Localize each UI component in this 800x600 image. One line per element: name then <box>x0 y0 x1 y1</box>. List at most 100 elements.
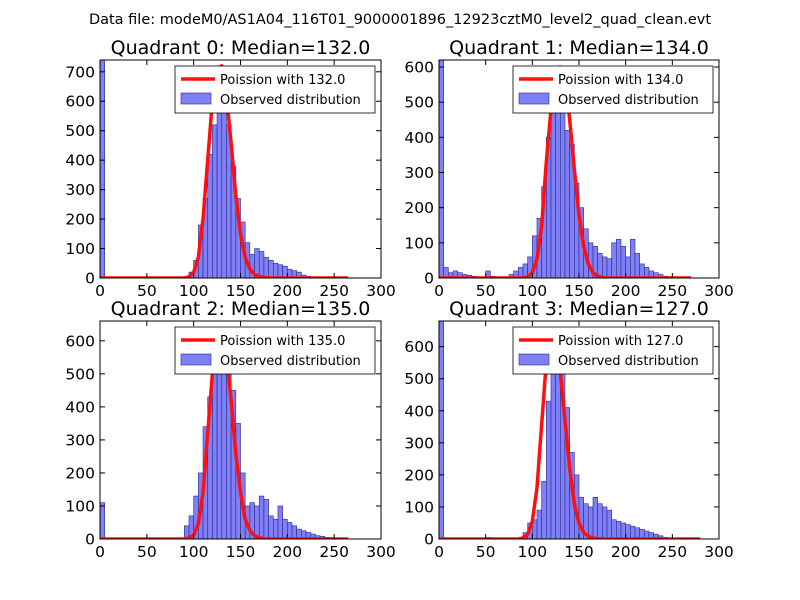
chart-0-xtick-label: 100 <box>179 282 209 300</box>
chart-3-bar <box>546 400 552 539</box>
chart-3-ytick-label: 100 <box>404 498 434 516</box>
chart-1-bar <box>602 256 608 278</box>
chart-3-ytick-label: 500 <box>404 370 434 388</box>
chart-0-legend-bar-swatch <box>180 92 212 105</box>
chart-2-legend-line-label: Poission with 135.0 <box>220 334 345 349</box>
chart-panel-2: Quadrant 2: Median=135.0 0 50 100 150 200 250 3… <box>65 298 395 561</box>
chart-2-ytick-label: 100 <box>65 497 95 515</box>
chart-3-xtick-label: 0 <box>434 543 444 561</box>
chart-2-xtick-label: 100 <box>179 543 209 561</box>
chart-3-xtick-label: 200 <box>611 543 641 561</box>
chart-0-ytick-label: 400 <box>65 152 95 170</box>
chart-3-legend-box <box>512 326 714 375</box>
chart-3-legend-bar-swatch <box>518 353 550 366</box>
chart-3-bar <box>541 480 547 539</box>
chart-3-ytick-label: 200 <box>404 466 434 484</box>
chart-1-title: Quadrant 1: Median=134.0 <box>449 37 709 59</box>
chart-3-xtick-label: 150 <box>564 543 594 561</box>
chart-3-bar <box>588 506 594 539</box>
chart-2-xtick-label: 50 <box>137 543 157 561</box>
chart-2-legend-bar-label: Observed distribution <box>220 354 361 369</box>
chart-1-xtick-label: 0 <box>434 282 444 300</box>
chart-1-bar <box>606 258 612 278</box>
chart-0-bar <box>263 257 269 278</box>
chart-3-ytick-label: 400 <box>404 402 434 420</box>
chart-2-legend-box <box>174 326 376 375</box>
chart-2-xtick-label: 150 <box>226 543 256 561</box>
chart-1-legend: Poission with 134.0 Observed distribution <box>512 65 714 114</box>
chart-0-legend-line-label: Poission with 132.0 <box>220 73 345 88</box>
chart-1-xtick-label: 250 <box>658 282 688 300</box>
chart-1-bar <box>634 253 640 278</box>
chart-1-bar <box>639 263 645 278</box>
chart-0-ytick-label: 700 <box>65 63 95 81</box>
chart-2-ytick-label: 500 <box>65 365 95 383</box>
chart-panel-1: Quadrant 1: Median=134.0 0 50 100 150 200 250 3… <box>404 37 733 300</box>
chart-1-bar <box>616 239 622 278</box>
chart-3-bar <box>606 509 612 539</box>
chart-2-ytick-label: 300 <box>65 431 95 449</box>
chart-1-ytick-label: 400 <box>404 129 434 147</box>
chart-0-ytick-label: 600 <box>65 93 95 111</box>
chart-1-ytick-label: 100 <box>404 234 434 252</box>
chart-1-bar <box>597 253 603 278</box>
chart-0-bar <box>272 262 279 278</box>
chart-2-bar <box>263 499 269 539</box>
chart-2-ytick-label: 400 <box>65 398 95 416</box>
chart-3-ytick-label: 0 <box>424 531 434 549</box>
chart-2-poisson-line <box>100 329 349 539</box>
chart-1-ytick-label: 0 <box>424 270 434 288</box>
chart-3-legend-bar-label: Observed distribution <box>558 354 699 369</box>
chart-0-bar <box>258 251 265 278</box>
chart-0-legend: Poission with 132.0 Observed distribution <box>174 65 376 114</box>
chart-3-bar <box>616 521 622 539</box>
chart-3-bar <box>536 509 542 539</box>
chart-1-bar <box>564 130 570 278</box>
chart-3-xtick-label: 100 <box>518 543 548 561</box>
chart-1-xtick-label: 150 <box>564 282 594 300</box>
chart-1-xtick-label: 100 <box>518 282 548 300</box>
chart-3-poisson-line <box>439 328 701 539</box>
chart-3-bar <box>592 497 598 539</box>
chart-3-ytick-label: 300 <box>404 434 434 452</box>
chart-0-legend-box <box>174 65 376 114</box>
chart-2-title: Quadrant 2: Median=135.0 <box>111 298 371 320</box>
chart-2-bars <box>100 340 349 539</box>
chart-panel-0: Quadrant 0: Median=132.0 0 50 100 150 200 250 3… <box>65 37 395 300</box>
chart-2-ytick-label: 0 <box>85 531 95 549</box>
chart-0-title: Quadrant 0: Median=132.0 <box>111 37 371 59</box>
chart-1-ytick-label: 300 <box>404 164 434 182</box>
chart-1-legend-line-label: Poission with 134.0 <box>558 73 683 88</box>
chart-0-ytick-label: 0 <box>85 270 95 288</box>
chart-0-ytick-label: 300 <box>65 181 95 199</box>
chart-2-bar <box>100 502 105 539</box>
chart-2-bar <box>277 505 283 539</box>
chart-0-bar <box>212 124 218 278</box>
chart-2-bar <box>272 518 279 539</box>
chart-0-bar <box>282 265 288 278</box>
chart-3-ytick-label: 600 <box>404 338 434 356</box>
chart-2-bar <box>216 347 223 539</box>
chart-1-ytick-label: 500 <box>404 94 434 112</box>
chart-0-xtick-label: 50 <box>137 282 157 300</box>
chart-0-xtick-label: 250 <box>319 282 349 300</box>
chart-1-bar <box>620 246 626 278</box>
chart-2-xtick-label: 300 <box>366 543 396 561</box>
chart-0-bar <box>100 60 105 278</box>
chart-3-bar <box>597 503 603 539</box>
chart-1-ytick-label: 200 <box>404 199 434 217</box>
chart-2-xtick-label: 200 <box>273 543 303 561</box>
chart-0-poisson-line <box>100 64 349 278</box>
chart-1-bar <box>550 94 556 278</box>
chart-2-bar <box>282 518 288 539</box>
chart-3-bar <box>602 506 608 539</box>
chart-0-xtick-label: 300 <box>366 282 396 300</box>
chart-0-bar <box>216 89 223 278</box>
chart-1-legend-box <box>512 65 714 114</box>
chart-3-xtick-label: 250 <box>658 543 688 561</box>
chart-1-ytick-label: 600 <box>404 59 434 77</box>
chart-0-xtick-label: 150 <box>226 282 256 300</box>
figure-title: Data file: modeM0/AS1A04_116T01_90000018… <box>89 12 711 28</box>
chart-0-legend-bar-label: Observed distribution <box>220 93 361 108</box>
